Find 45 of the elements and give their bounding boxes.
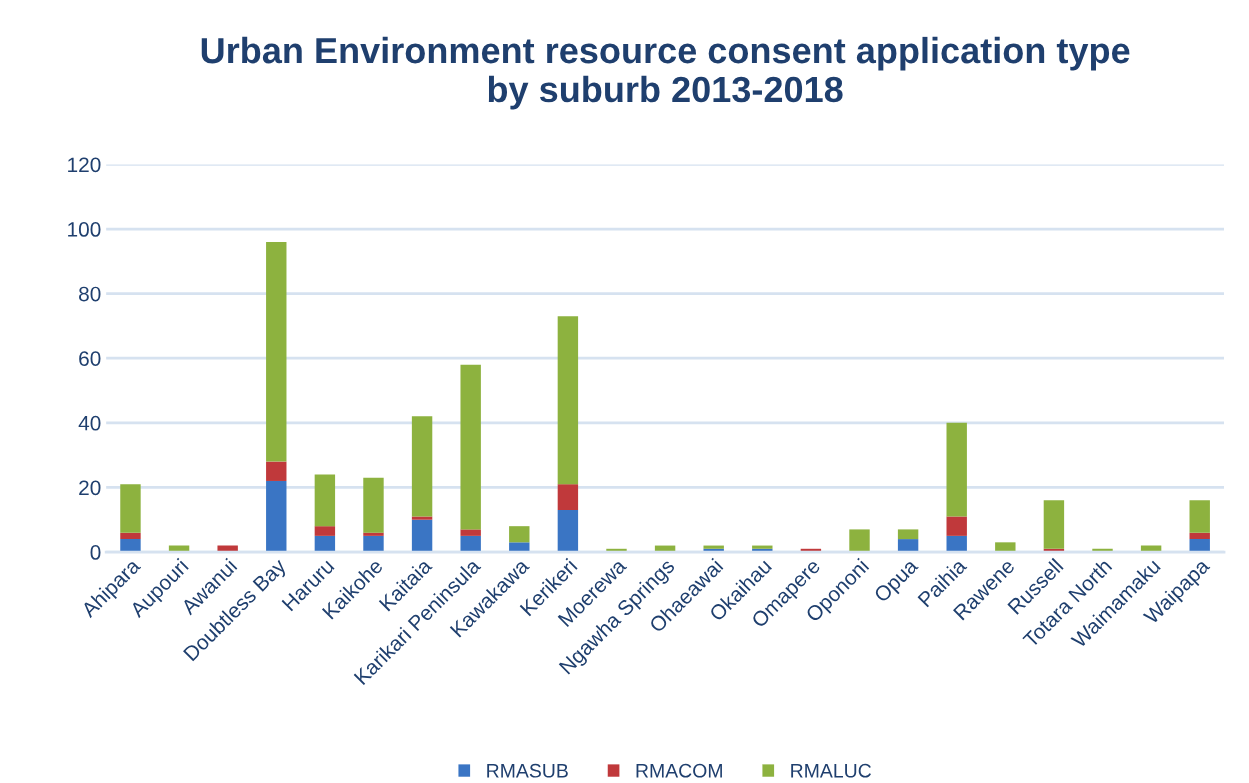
y-tick-label: 40: [78, 415, 101, 431]
bar: [460, 364, 481, 530]
bar: [363, 535, 384, 553]
bar: [266, 480, 287, 553]
bar: [897, 529, 919, 540]
y-tick-label: 120: [68, 157, 101, 173]
bar: [120, 484, 141, 533]
bar: [120, 539, 141, 553]
bar: [314, 474, 336, 527]
bar: [509, 542, 530, 553]
bar: [460, 535, 481, 553]
bar: [266, 241, 287, 462]
y-tick-label: 20: [79, 480, 101, 496]
bar: [557, 510, 579, 553]
bar: [946, 516, 967, 536]
legend-label: RMASUB: [487, 763, 568, 778]
bar: [557, 484, 579, 511]
bar: [849, 529, 870, 553]
bar: [995, 542, 1016, 553]
y-tick-label: 80: [79, 286, 101, 302]
bar: [314, 526, 336, 536]
bar: [557, 316, 579, 485]
bar: [1189, 500, 1210, 533]
legend-label: RMALUC: [791, 763, 872, 778]
bar: [897, 539, 919, 553]
bar: [1189, 532, 1210, 540]
legend-label: RMACOM: [636, 763, 722, 778]
bar: [1189, 539, 1210, 553]
bar: [1043, 500, 1065, 549]
bar: [314, 535, 336, 553]
bar: [363, 532, 384, 536]
y-tick-label: 100: [68, 222, 101, 237]
chart-title: Urban Environment resource consent application type by suburb 2013-2018: [201, 36, 1130, 110]
bar: [509, 526, 530, 543]
bar: [363, 477, 384, 533]
y-tick-label: 60: [79, 351, 101, 366]
bar: [411, 416, 433, 517]
y-tick-label: 0: [90, 545, 101, 560]
bar: [411, 516, 433, 520]
bar: [266, 461, 287, 481]
bar: [411, 519, 433, 553]
bar: [946, 535, 967, 553]
bar: [946, 422, 967, 517]
bar: [460, 529, 481, 536]
bar: [120, 532, 141, 540]
